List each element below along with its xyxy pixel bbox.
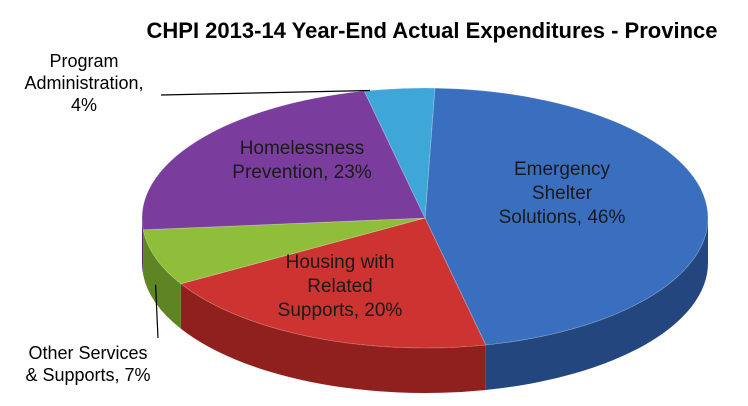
pie-slice-other-services-and-supports: [142, 217, 426, 285]
chart-title: CHPI 2013-14 Year-End Actual Expenditure…: [147, 18, 718, 43]
label-program-administration: Program Administration, 4%: [24, 51, 143, 115]
leader-line-program-administration: [160, 89, 371, 96]
label-housing-with-related-supports: Housing with Related Supports, 20%: [278, 252, 403, 321]
pie-labels: Emergency Shelter Solutions, 46% Housing wi…: [24, 51, 625, 385]
pie-sides: [142, 218, 708, 393]
pie-slice-emergency-shelter-solutions: [424, 87, 709, 346]
label-homelessness-prevention: Homelessness Prevention, 23%: [232, 138, 372, 183]
pie-side-homelessness-prevention: [142, 218, 144, 275]
pie-side-housing-with-related-supports: [180, 283, 486, 393]
pie-side-other-services-and-supports: [143, 229, 181, 329]
pie-slice-housing-with-related-supports: [180, 217, 487, 349]
pie-slices: [141, 87, 709, 349]
label-emergency-shelter-solutions: Emergency Shelter Solutions, 46%: [499, 159, 626, 228]
label-other-services-and-supports: Other Services & Supports, 7%: [25, 343, 150, 385]
pie-slice-homelessness-prevention: [141, 90, 426, 231]
leader-line-other-services: [154, 284, 159, 339]
pie-side-emergency-shelter-solutions: [485, 218, 708, 390]
